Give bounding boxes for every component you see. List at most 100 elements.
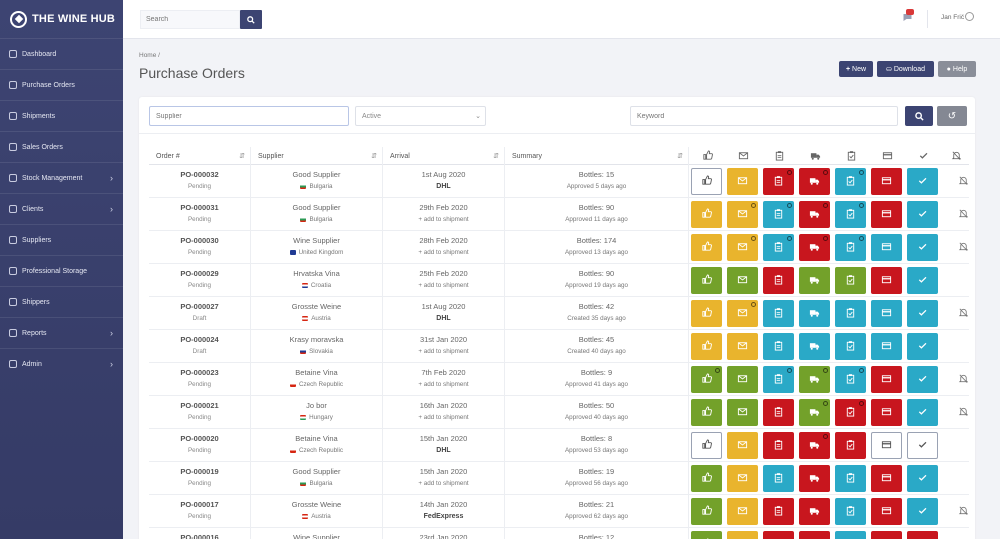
sidebar-item-shippers[interactable]: Shippers [0,286,123,317]
thumb-up-action-button[interactable] [691,465,722,492]
supplier-name[interactable]: Betaine Vina [295,434,338,443]
envelope-action-button[interactable] [727,465,758,492]
credit-card-action-button[interactable] [871,267,902,294]
add-to-shipment-link[interactable]: + add to shipment [418,480,469,487]
clipboard-action-button[interactable] [763,498,794,525]
thumb-up-action-button[interactable] [691,168,722,195]
truck-action-button[interactable] [799,333,830,360]
add-to-shipment-link[interactable]: + add to shipment [418,282,469,289]
status-filter-select[interactable]: Active ⌄ [355,106,486,126]
order-number[interactable]: PO-000029 [180,269,219,278]
add-to-shipment-link[interactable]: + add to shipment [418,216,469,223]
clipboard-check-action-button[interactable] [835,531,866,539]
supplier-filter-input[interactable] [149,106,349,126]
clipboard-check-action-button[interactable] [835,399,866,426]
help-button[interactable]: ● Help [938,61,976,77]
check-action-button[interactable] [907,267,938,294]
credit-card-action-button[interactable] [871,234,902,261]
bell-slash-icon[interactable] [958,208,969,219]
check-action-button[interactable] [907,234,938,261]
keyword-input[interactable] [630,106,898,126]
envelope-action-button[interactable] [727,300,758,327]
order-number[interactable]: PO-000020 [180,434,219,443]
bell-slash-icon[interactable] [958,373,969,384]
download-button[interactable]: ⛀ Download [877,61,934,77]
supplier-name[interactable]: Wine Supplier [293,533,340,539]
envelope-action-button[interactable] [727,498,758,525]
envelope-action-button[interactable] [727,531,758,539]
order-number[interactable]: PO-000031 [180,203,219,212]
check-action-button[interactable] [907,201,938,228]
order-number[interactable]: PO-000023 [180,368,219,377]
order-number[interactable]: PO-000024 [180,335,219,344]
search-button[interactable] [240,10,262,29]
thumb-up-action-button[interactable] [691,399,722,426]
sort-icon[interactable]: ⇵ [371,153,377,160]
clipboard-action-button[interactable] [763,234,794,261]
table-row[interactable]: PO-000019 Pending Good Supplier Bulgaria 15t… [149,462,969,495]
thumb-up-action-button[interactable] [691,267,722,294]
sidebar-item-clients[interactable]: Clients › [0,193,123,224]
add-to-shipment-link[interactable]: + add to shipment [418,249,469,256]
table-row[interactable]: PO-000023 Pending Betaine Vina Czech Republ… [149,363,969,396]
envelope-action-button[interactable] [727,399,758,426]
search-input[interactable] [140,10,240,29]
check-action-button[interactable] [907,168,938,195]
envelope-action-button[interactable] [727,432,758,459]
sidebar-item-sales-orders[interactable]: Sales Orders [0,131,123,162]
truck-action-button[interactable] [799,300,830,327]
supplier-name[interactable]: Good Supplier [292,203,341,212]
order-number[interactable]: PO-000019 [180,467,219,476]
order-number[interactable]: PO-000030 [180,236,219,245]
envelope-action-button[interactable] [727,333,758,360]
supplier-name[interactable]: Grosste Weine [291,302,342,311]
breadcrumb[interactable]: Home / [139,52,160,59]
add-to-shipment-link[interactable]: + add to shipment [418,348,469,355]
thumb-up-action-button[interactable] [691,531,722,539]
clipboard-check-action-button[interactable] [835,465,866,492]
user-avatar-icon[interactable] [965,12,974,21]
check-action-button[interactable] [907,498,938,525]
sidebar-item-professional-storage[interactable]: Professional Storage [0,255,123,286]
clipboard-check-action-button[interactable] [835,168,866,195]
order-number[interactable]: PO-000032 [180,170,219,179]
check-action-button[interactable] [907,465,938,492]
sort-icon[interactable]: ⇵ [239,153,245,160]
clipboard-check-action-button[interactable] [835,300,866,327]
thumb-up-action-button[interactable] [691,498,722,525]
truck-action-button[interactable] [799,267,830,294]
thumb-up-action-button[interactable] [691,300,722,327]
clipboard-action-button[interactable] [763,432,794,459]
sidebar-item-admin[interactable]: Admin › [0,348,123,379]
filter-reset-button[interactable]: ↺ [937,106,967,126]
bell-slash-icon[interactable] [958,175,969,186]
thumb-up-action-button[interactable] [691,366,722,393]
table-row[interactable]: PO-000017 Pending Grosste Weine Austria 14th… [149,495,969,528]
bell-slash-icon[interactable] [958,241,969,252]
clipboard-action-button[interactable] [763,267,794,294]
check-action-button[interactable] [907,333,938,360]
table-row[interactable]: PO-000029 Pending Hrvatska Vina Croatia 25th… [149,264,969,297]
new-button[interactable]: + New [839,61,873,77]
bell-slash-icon[interactable] [958,505,969,516]
envelope-action-button[interactable] [727,366,758,393]
table-row[interactable]: PO-000027 Draft Grosste Weine Austria 1st Au… [149,297,969,330]
truck-action-button[interactable] [799,498,830,525]
order-number[interactable]: PO-000027 [180,302,219,311]
user-name[interactable]: Jan Frič [941,14,965,21]
clipboard-check-action-button[interactable] [835,201,866,228]
clipboard-action-button[interactable] [763,366,794,393]
supplier-name[interactable]: Betaine Vina [295,368,338,377]
sort-icon[interactable]: ⇵ [493,153,499,160]
credit-card-action-button[interactable] [871,300,902,327]
clipboard-check-action-button[interactable] [835,432,866,459]
supplier-name[interactable]: Krasy moravska [289,335,344,344]
clipboard-check-action-button[interactable] [835,333,866,360]
order-number[interactable]: PO-000017 [180,500,219,509]
sidebar-item-suppliers[interactable]: Suppliers [0,224,123,255]
clipboard-action-button[interactable] [763,333,794,360]
clipboard-check-action-button[interactable] [835,366,866,393]
sidebar-item-purchase-orders[interactable]: Purchase Orders [0,69,123,100]
column-summary[interactable]: Summary ⇵ [505,147,689,165]
table-row[interactable]: PO-000032 Pending Good Supplier Bulgaria 1st… [149,165,969,198]
